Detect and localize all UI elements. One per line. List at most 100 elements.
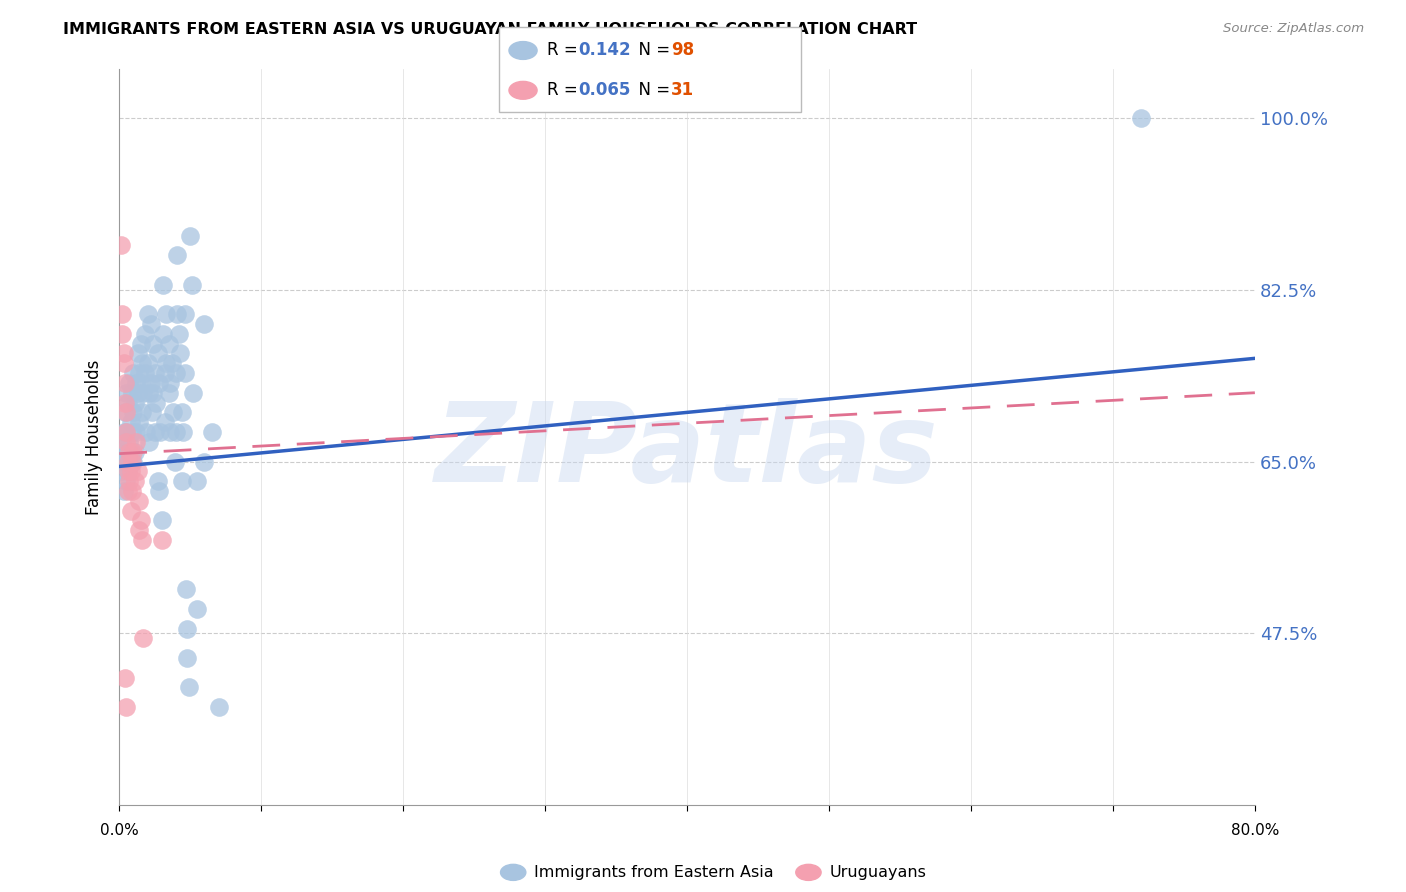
Point [117,464,139,478]
Point [176,622,198,636]
Point [115,425,138,439]
Point [122,366,145,380]
Point [170,405,193,419]
Point [176,651,198,665]
Point [193,454,215,468]
Y-axis label: Family Households: Family Households [86,359,103,515]
Point [131,533,153,548]
Point [208,700,231,714]
Point [125,434,148,449]
Point [166,307,188,321]
Point [165,366,187,380]
Point [142,385,165,400]
Text: R =: R = [547,81,583,99]
Point [145,395,167,409]
Text: Uruguayans: Uruguayans [830,865,927,880]
Point [114,395,136,409]
Point [117,444,139,458]
Point [127,464,149,478]
Point [177,681,200,695]
Point [160,356,183,370]
Point [174,582,197,597]
Text: N =: N = [628,81,676,99]
Point [121,483,143,498]
Point [134,326,156,341]
Point [136,307,159,321]
Point [128,366,150,380]
Point [118,376,141,390]
Text: Immigrants from Eastern Asia: Immigrants from Eastern Asia [534,865,773,880]
Point [112,346,135,360]
Point [148,376,170,390]
Point [134,366,156,380]
Point [179,228,201,243]
Point [132,385,155,400]
Point [121,454,143,468]
Point [1130,111,1153,125]
Point [111,307,134,321]
Point [138,385,160,400]
Point [136,356,159,370]
Point [127,385,149,400]
Text: 31: 31 [671,81,693,99]
Point [152,277,174,292]
Point [152,326,174,341]
Point [128,523,150,537]
Point [118,434,141,449]
Point [112,454,135,468]
Text: 0.0%: 0.0% [100,823,139,838]
Point [146,474,169,488]
Point [114,454,136,468]
Point [153,366,176,380]
Text: N =: N = [628,42,676,60]
Point [112,483,135,498]
Point [181,385,204,400]
Point [141,405,163,419]
Point [143,425,166,439]
Point [122,454,145,468]
Point [110,238,132,252]
Point [117,395,139,409]
Point [122,444,145,458]
Point [150,533,173,548]
Point [148,483,170,498]
Point [149,425,172,439]
Point [110,444,132,458]
Point [120,444,142,458]
Text: 98: 98 [671,42,693,60]
Point [170,474,193,488]
Point [120,415,142,429]
Text: ZIPatlas: ZIPatlas [436,398,939,505]
Point [155,356,177,370]
Point [139,317,162,331]
Point [118,444,141,458]
Point [127,346,149,360]
Text: R =: R = [547,42,583,60]
Point [153,415,176,429]
Point [114,405,136,419]
Point [120,464,142,478]
Point [135,425,157,439]
Point [111,464,134,478]
Point [121,385,143,400]
Point [200,425,222,439]
Point [122,405,145,419]
Point [115,700,138,714]
Point [159,376,181,390]
Point [124,444,146,458]
Point [125,425,148,439]
Point [117,454,139,468]
Point [138,434,160,449]
Point [142,336,165,351]
Point [114,671,136,685]
Point [143,366,166,380]
Point [115,385,138,400]
Text: IMMIGRANTS FROM EASTERN ASIA VS URUGUAYAN FAMILY HOUSEHOLDS CORRELATION CHART: IMMIGRANTS FROM EASTERN ASIA VS URUGUAYA… [63,22,917,37]
Point [112,356,135,370]
Text: 0.142: 0.142 [578,42,630,60]
Point [172,425,194,439]
Point [167,326,190,341]
Point [125,376,148,390]
Point [115,425,138,439]
Point [118,454,141,468]
